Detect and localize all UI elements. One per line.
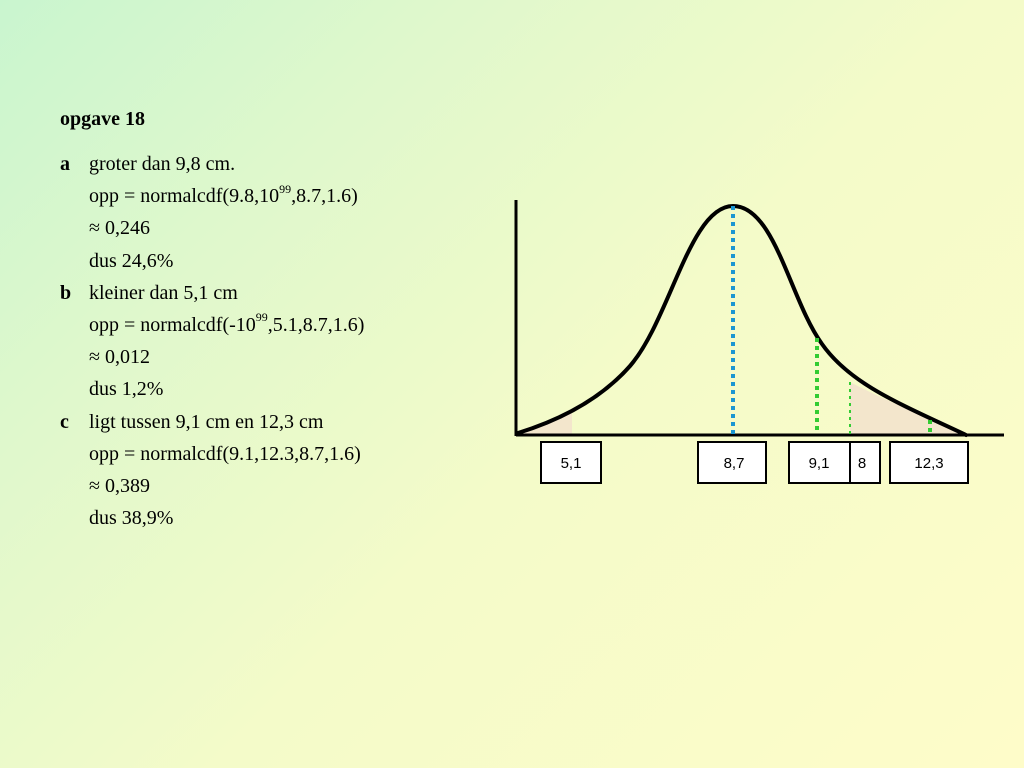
- label-box-12-3-frame: [889, 441, 969, 484]
- part-c-conclusion: dus 38,9%: [89, 507, 174, 530]
- right-tail-shading: [850, 382, 964, 434]
- label-box-9-1-frame: [788, 441, 851, 484]
- part-c-formula: opp = normalcdf(9.1,12.3,8.7,1.6): [89, 442, 361, 465]
- label-9-1: 9,1: [809, 455, 830, 472]
- part-c-heading: ligt tussen 9,1 cm en 12,3 cm: [89, 410, 324, 433]
- label-box-9-1: 9,1: [788, 441, 851, 484]
- part-b-approx: ≈ 0,012: [89, 346, 150, 369]
- label-5-1: 5,1: [561, 455, 582, 472]
- label-box-8-7: 8,7: [697, 441, 767, 484]
- part-a-exponent: 99: [279, 181, 292, 196]
- part-b-exponent: 99: [255, 310, 268, 325]
- part-a-approx: ≈ 0,246: [89, 217, 150, 240]
- label-box-8-7-frame: [697, 441, 767, 484]
- part-a-heading: groter dan 9,8 cm.: [89, 153, 236, 175]
- part-a-formula: opp = normalcdf(9.8,1099,8.7,1.6): [89, 180, 358, 212]
- part-letter-c: c: [60, 410, 69, 433]
- part-b-formula-end: ,5.1,8.7,1.6): [267, 313, 365, 336]
- normal-curve: [516, 203, 968, 437]
- part-c-approx: ≈ 0,389: [89, 474, 150, 497]
- label-12-3: 12,3: [914, 455, 943, 472]
- part-letter-a: a: [60, 153, 70, 175]
- label-8-7: 8,7: [724, 455, 745, 472]
- part-b-heading: kleiner dan 5,1 cm: [89, 281, 238, 304]
- label-partial-8: 8: [858, 455, 866, 472]
- part-a-conclusion: dus 24,6%: [89, 249, 174, 272]
- part-letter-b: b: [60, 281, 72, 304]
- part-a-formula-start: opp = normalcdf(9.8,10: [89, 185, 280, 208]
- part-b-formula-start: opp = normalcdf(-10: [89, 313, 256, 336]
- label-box-5-1-frame: [540, 441, 602, 484]
- part-b-formula: opp = normalcdf(-1099,5.1,8.7,1.6): [89, 309, 364, 341]
- label-box-12-3: 12,3: [889, 441, 969, 484]
- label-box-5-1: 5,1: [540, 441, 602, 484]
- part-a-formula-end: ,8.7,1.6): [291, 185, 358, 208]
- part-b-conclusion: dus 1,2%: [89, 378, 164, 401]
- page-title: opgave 18: [60, 108, 145, 130]
